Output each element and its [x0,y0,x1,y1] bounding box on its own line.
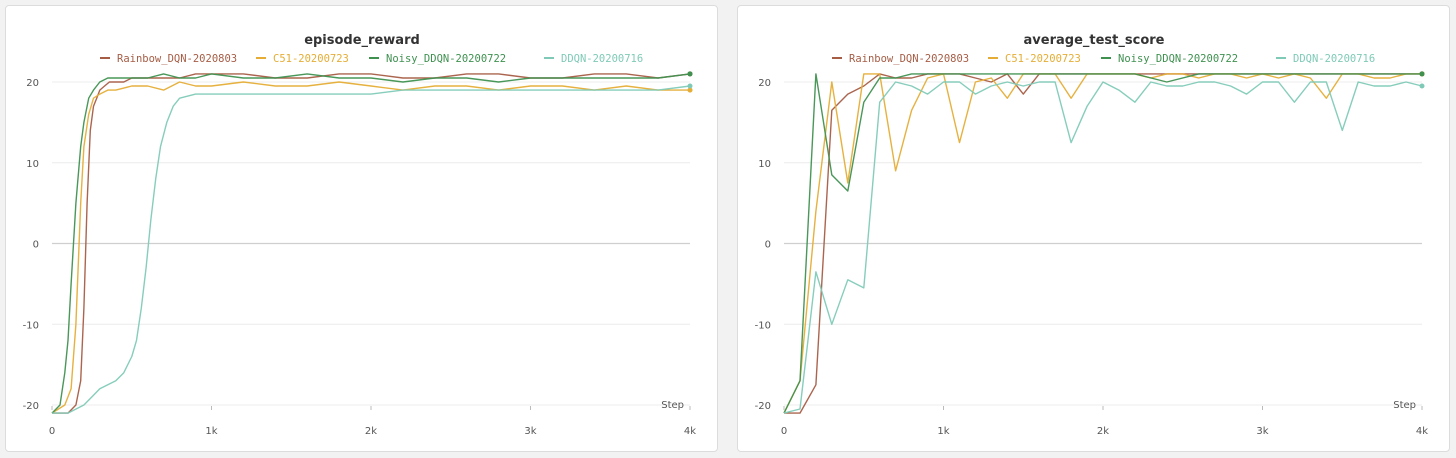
legend-label: Rainbow_DQN-2020803 [849,53,969,65]
legend-label: Noisy_DDQN-20200722 [386,53,506,65]
x-tick-label: 1k [205,426,217,437]
legend-item[interactable]: DDQN-20200716 [544,53,643,65]
y-tick-label: -20 [23,401,39,412]
y-tick-label: 0 [765,240,771,251]
series-line [783,81,1423,414]
x-tick-label: 0 [49,426,55,437]
series-end-point [687,87,693,93]
x-axis-label: Step [661,400,684,411]
average-test-score-chart: average_test_score Rainbow_DQN-2020803 C51… [755,33,1429,437]
legend-item[interactable]: Noisy_DDQN-20200722 [369,53,506,65]
x-tick-label: 1k [937,426,949,437]
series-line [783,73,1422,414]
average-test-score-panel[interactable]: average_test_score Rainbow_DQN-2020803 C51… [737,5,1450,452]
legend-label: C51-20200723 [273,53,349,65]
y-tick-label: 20 [758,78,771,89]
legend-item[interactable]: Noisy_DDQN-20200722 [1101,53,1238,65]
series-end-point [1419,71,1425,77]
chart-title: episode_reward [304,33,420,48]
y-tick-label: 10 [26,159,39,170]
legend-label: Noisy_DDQN-20200722 [1118,53,1238,65]
x-tick-label: 3k [524,426,536,437]
legend-label: C51-20200723 [1005,53,1081,65]
series-line [51,81,690,414]
legend-label: DDQN-20200716 [561,53,643,65]
x-tick-label: 0 [781,426,787,437]
legend-item[interactable]: Rainbow_DQN-2020803 [100,53,237,65]
legend-item[interactable]: C51-20200723 [256,53,349,65]
episode-reward-chart: episode_reward Rainbow_DQN-2020803 C51-202… [23,33,697,437]
legend-item[interactable]: Rainbow_DQN-2020803 [832,53,969,65]
legend-item[interactable]: DDQN-20200716 [1276,53,1375,65]
legend-label: Rainbow_DQN-2020803 [117,53,237,65]
x-tick-label: 4k [1416,426,1428,437]
series-line [51,73,691,414]
series-end-point [1419,83,1425,89]
chart-title: average_test_score [1024,33,1165,48]
series-line [52,85,691,414]
x-tick-label: 3k [1256,426,1268,437]
y-tick-label: 0 [33,240,39,251]
legend-item[interactable]: C51-20200723 [988,53,1081,65]
x-axis-label: Step [1393,400,1416,411]
series-end-point [687,71,693,77]
y-tick-label: -20 [755,401,771,412]
x-tick-label: 2k [1097,426,1109,437]
y-tick-label: 20 [26,78,39,89]
x-tick-label: 4k [684,426,696,437]
y-tick-label: -10 [23,320,39,331]
series-end-point [687,83,693,89]
y-tick-label: -10 [755,320,771,331]
y-tick-label: 10 [758,159,771,170]
legend-label: DDQN-20200716 [1293,53,1375,65]
x-tick-label: 2k [365,426,377,437]
episode-reward-panel[interactable]: episode_reward Rainbow_DQN-2020803 C51-202… [5,5,718,452]
